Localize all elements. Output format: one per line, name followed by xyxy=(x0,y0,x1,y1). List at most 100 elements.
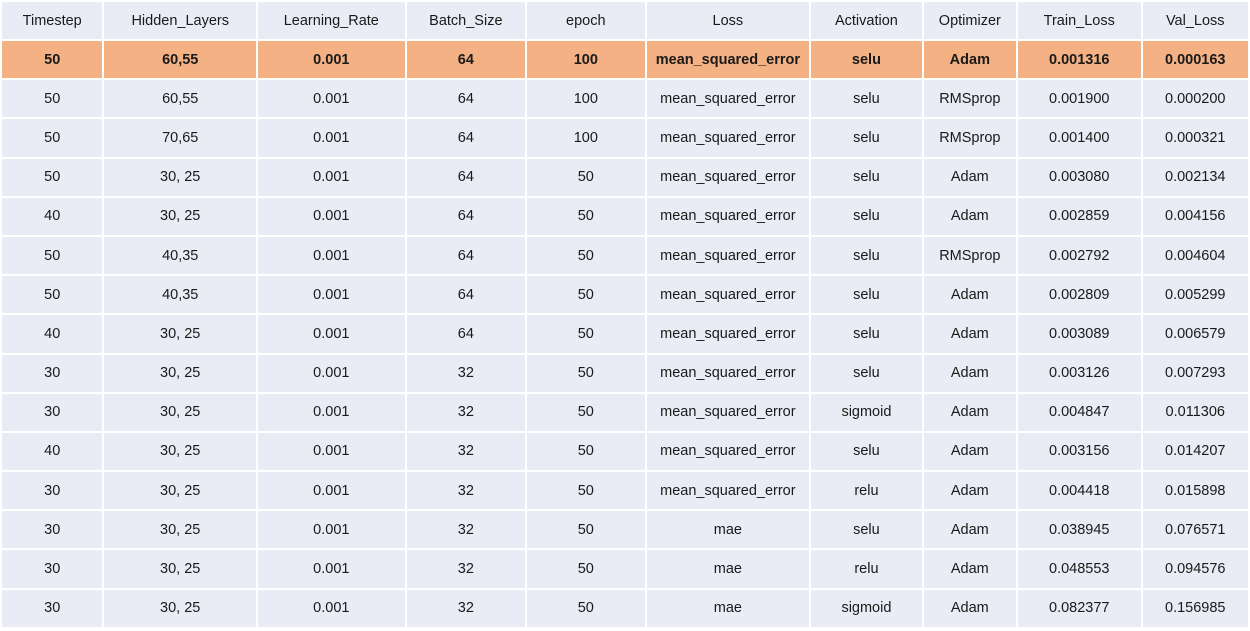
cell-timestep: 50 xyxy=(2,80,103,118)
cell-batch-size: 32 xyxy=(406,550,526,588)
table-row: 50 40,35 0.001 64 50 mean_squared_error selu Ad… xyxy=(2,276,1248,314)
cell-hidden-layers: 30, 25 xyxy=(104,432,257,471)
cell-batch-size: 64 xyxy=(406,119,526,157)
cell-learning-rate: 0.001 xyxy=(258,511,405,549)
cell-timestep: 50 xyxy=(2,158,103,196)
cell-batch-size: 32 xyxy=(406,393,526,431)
cell-loss: mean_squared_error xyxy=(646,276,810,314)
table-row: 30 30, 25 0.001 32 50 mean_squared_error sigmo… xyxy=(2,393,1248,431)
cell-loss: mean_squared_error xyxy=(646,80,810,118)
cell-timestep: 30 xyxy=(2,511,103,549)
cell-train-loss: 0.038945 xyxy=(1018,511,1141,549)
table-row: 40 30, 25 0.001 32 50 mean_squared_error selu A… xyxy=(2,432,1248,471)
column-header-learning-rate: Learning_Rate xyxy=(258,2,405,39)
cell-val-loss: 0.156985 xyxy=(1142,589,1248,627)
cell-learning-rate: 0.001 xyxy=(258,119,405,157)
cell-activation: relu xyxy=(811,472,922,510)
cell-activation: selu xyxy=(811,158,922,196)
cell-optimizer: Adam xyxy=(923,511,1017,549)
cell-epoch: 50 xyxy=(527,393,645,431)
cell-train-loss: 0.001400 xyxy=(1018,119,1141,157)
cell-learning-rate: 0.001 xyxy=(258,393,405,431)
cell-train-loss: 0.002792 xyxy=(1018,236,1141,275)
cell-batch-size: 32 xyxy=(406,511,526,549)
cell-val-loss: 0.000163 xyxy=(1142,41,1248,79)
cell-activation: sigmoid xyxy=(811,393,922,431)
cell-hidden-layers: 60,55 xyxy=(104,80,257,118)
cell-timestep: 30 xyxy=(2,393,103,431)
cell-val-loss: 0.014207 xyxy=(1142,432,1248,471)
cell-train-loss: 0.003080 xyxy=(1018,158,1141,196)
table-row: 50 40,35 0.001 64 50 mean_squared_error selu RM… xyxy=(2,236,1248,275)
cell-epoch: 50 xyxy=(527,276,645,314)
cell-activation: selu xyxy=(811,354,922,392)
cell-batch-size: 64 xyxy=(406,276,526,314)
table-row: 40 30, 25 0.001 64 50 mean_squared_error selu A… xyxy=(2,197,1248,235)
cell-epoch: 100 xyxy=(527,41,645,79)
cell-epoch: 50 xyxy=(527,315,645,353)
cell-optimizer: Adam xyxy=(923,550,1017,588)
cell-optimizer: RMSprop xyxy=(923,236,1017,275)
cell-hidden-layers: 30, 25 xyxy=(104,158,257,196)
cell-epoch: 50 xyxy=(527,589,645,627)
column-header-hidden-layers: Hidden_Layers xyxy=(104,2,257,39)
cell-hidden-layers: 30, 25 xyxy=(104,589,257,627)
column-header-loss: Loss xyxy=(646,2,810,39)
cell-optimizer: RMSprop xyxy=(923,80,1017,118)
cell-val-loss: 0.076571 xyxy=(1142,511,1248,549)
cell-learning-rate: 0.001 xyxy=(258,550,405,588)
cell-optimizer: Adam xyxy=(923,589,1017,627)
cell-loss: mean_squared_error xyxy=(646,158,810,196)
cell-loss: mean_squared_error xyxy=(646,197,810,235)
header-row: Timestep Hidden_Layers Learning_Rate Batch_… xyxy=(2,2,1248,39)
cell-train-loss: 0.004418 xyxy=(1018,472,1141,510)
cell-loss: mean_squared_error xyxy=(646,119,810,157)
cell-activation: selu xyxy=(811,119,922,157)
cell-timestep: 30 xyxy=(2,550,103,588)
cell-activation: selu xyxy=(811,197,922,235)
cell-val-loss: 0.000321 xyxy=(1142,119,1248,157)
cell-val-loss: 0.011306 xyxy=(1142,393,1248,431)
column-header-batch-size: Batch_Size xyxy=(406,2,526,39)
cell-activation: selu xyxy=(811,236,922,275)
cell-activation: selu xyxy=(811,315,922,353)
cell-batch-size: 32 xyxy=(406,589,526,627)
cell-activation: selu xyxy=(811,41,922,79)
cell-batch-size: 64 xyxy=(406,197,526,235)
cell-optimizer: Adam xyxy=(923,41,1017,79)
cell-hidden-layers: 40,35 xyxy=(104,276,257,314)
cell-epoch: 100 xyxy=(527,80,645,118)
cell-optimizer: RMSprop xyxy=(923,119,1017,157)
cell-val-loss: 0.004604 xyxy=(1142,236,1248,275)
column-header-optimizer: Optimizer xyxy=(923,2,1017,39)
cell-timestep: 30 xyxy=(2,354,103,392)
cell-activation: selu xyxy=(811,276,922,314)
cell-batch-size: 32 xyxy=(406,354,526,392)
cell-batch-size: 64 xyxy=(406,236,526,275)
cell-hidden-layers: 30, 25 xyxy=(104,511,257,549)
table-row: 50 30, 25 0.001 64 50 mean_squared_error selu A… xyxy=(2,158,1248,196)
cell-epoch: 50 xyxy=(527,236,645,275)
cell-loss: mean_squared_error xyxy=(646,315,810,353)
cell-epoch: 50 xyxy=(527,197,645,235)
cell-epoch: 50 xyxy=(527,472,645,510)
cell-timestep: 30 xyxy=(2,472,103,510)
table-header: Timestep Hidden_Layers Learning_Rate Batch_… xyxy=(2,2,1248,39)
cell-activation: selu xyxy=(811,511,922,549)
column-header-train-loss: Train_Loss xyxy=(1018,2,1141,39)
cell-learning-rate: 0.001 xyxy=(258,315,405,353)
cell-train-loss: 0.048553 xyxy=(1018,550,1141,588)
cell-val-loss: 0.094576 xyxy=(1142,550,1248,588)
cell-train-loss: 0.003156 xyxy=(1018,432,1141,471)
column-header-val-loss: Val_Loss xyxy=(1142,2,1248,39)
cell-learning-rate: 0.001 xyxy=(258,236,405,275)
cell-train-loss: 0.003126 xyxy=(1018,354,1141,392)
cell-timestep: 40 xyxy=(2,197,103,235)
cell-epoch: 50 xyxy=(527,432,645,471)
cell-hidden-layers: 30, 25 xyxy=(104,472,257,510)
cell-learning-rate: 0.001 xyxy=(258,80,405,118)
cell-train-loss: 0.001316 xyxy=(1018,41,1141,79)
cell-activation: selu xyxy=(811,80,922,118)
